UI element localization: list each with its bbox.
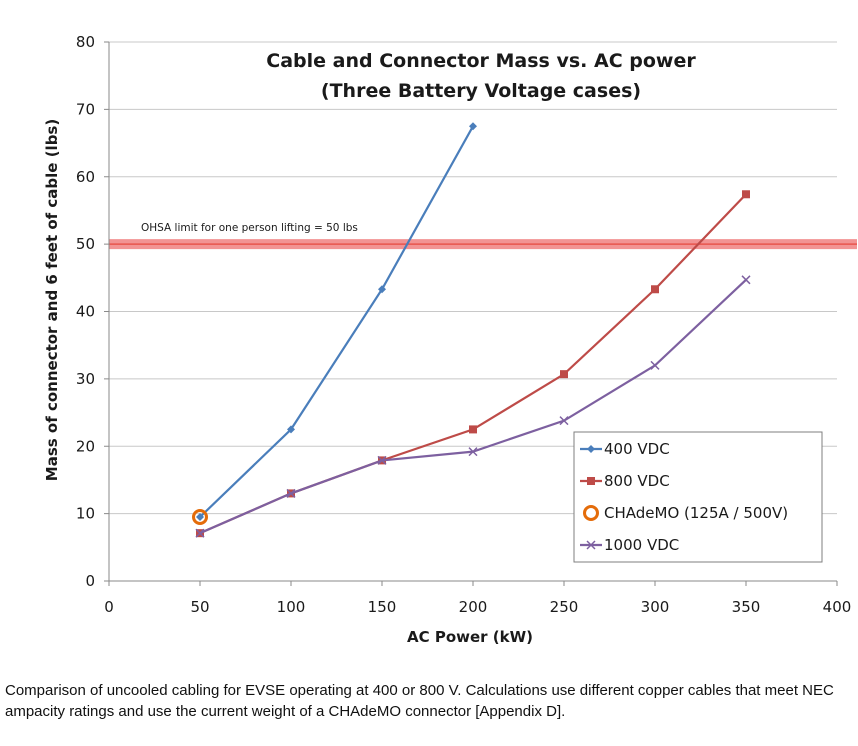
chart: 0 10 20 30 40 50 60 70 80 0 50 100 150 200 250 300 350 40… xyxy=(43,33,857,646)
data-point xyxy=(195,528,205,538)
data-point xyxy=(192,508,208,525)
data-point xyxy=(560,370,568,379)
limit-annotation: OHSA limit for one person lifting = 50 l… xyxy=(141,222,358,234)
data-point xyxy=(559,416,569,426)
legend-label: 800 VDC xyxy=(604,472,670,490)
data-point xyxy=(287,425,295,434)
x-tick-label: 200 xyxy=(459,598,488,616)
data-point xyxy=(741,275,751,285)
legend-item: CHAdeMO (125A / 500V) xyxy=(583,504,788,522)
y-tick-label: 20 xyxy=(76,437,95,455)
y-tick-label: 30 xyxy=(76,370,95,388)
x-tick-label: 350 xyxy=(732,598,761,616)
legend-item: 800 VDC xyxy=(580,472,670,490)
legend-label: 1000 VDC xyxy=(604,536,679,554)
x-tick-label: 300 xyxy=(641,598,670,616)
y-tick-label: 70 xyxy=(76,100,95,118)
legend-item: 400 VDC xyxy=(580,440,670,458)
x-axis-label: AC Power (kW) xyxy=(407,628,533,646)
data-point xyxy=(469,425,477,434)
legend-label: 400 VDC xyxy=(604,440,670,458)
x-tick-label: 100 xyxy=(277,598,306,616)
series-1000-vdc xyxy=(195,275,751,538)
legend-box xyxy=(573,431,823,563)
y-tick-label: 0 xyxy=(85,572,95,590)
data-point xyxy=(587,445,595,453)
legend-item: 1000 VDC xyxy=(580,536,679,554)
y-tick-label: 60 xyxy=(76,168,95,186)
data-point xyxy=(583,505,599,521)
data-point xyxy=(742,190,750,199)
data-point xyxy=(587,477,595,485)
y-tick-label: 10 xyxy=(76,505,95,523)
series-group xyxy=(192,122,751,538)
data-point xyxy=(651,285,659,294)
legend: 400 VDC 800 VDC CHAdeMO (125A / 500V) 1000 … xyxy=(573,431,823,563)
figure-caption: Comparison of uncooled cabling for EVSE … xyxy=(5,682,834,720)
data-point xyxy=(468,447,478,457)
data-point xyxy=(469,122,477,131)
data-point xyxy=(586,540,596,550)
limit-band xyxy=(109,239,857,250)
data-point xyxy=(650,360,660,370)
chart-title: Cable and Connector Mass vs. AC power xyxy=(266,50,696,72)
x-tick-label: 150 xyxy=(368,598,397,616)
data-point xyxy=(377,455,387,465)
tick-labels: 0 10 20 30 40 50 60 70 80 0 50 100 150 200 250 300 350 40… xyxy=(76,33,851,616)
series-line xyxy=(199,125,474,518)
x-tick-label: 50 xyxy=(190,598,209,616)
data-point xyxy=(286,488,296,498)
y-tick-label: 80 xyxy=(76,33,95,51)
x-tick-label: 250 xyxy=(550,598,579,616)
x-tick-label: 400 xyxy=(823,598,852,616)
series-400-vdc xyxy=(196,122,477,521)
x-tick-label: 0 xyxy=(104,598,114,616)
data-point xyxy=(378,285,386,294)
chart-subtitle: (Three Battery Voltage cases) xyxy=(321,80,641,102)
data-point xyxy=(196,512,204,521)
y-axis-label: Mass of connector and 6 feet of cable (l… xyxy=(43,119,61,481)
series-chademo-125a-500v xyxy=(192,508,208,525)
y-tick-label: 50 xyxy=(76,235,95,253)
y-tick-label: 40 xyxy=(76,303,95,321)
legend-label: CHAdeMO (125A / 500V) xyxy=(604,504,788,522)
